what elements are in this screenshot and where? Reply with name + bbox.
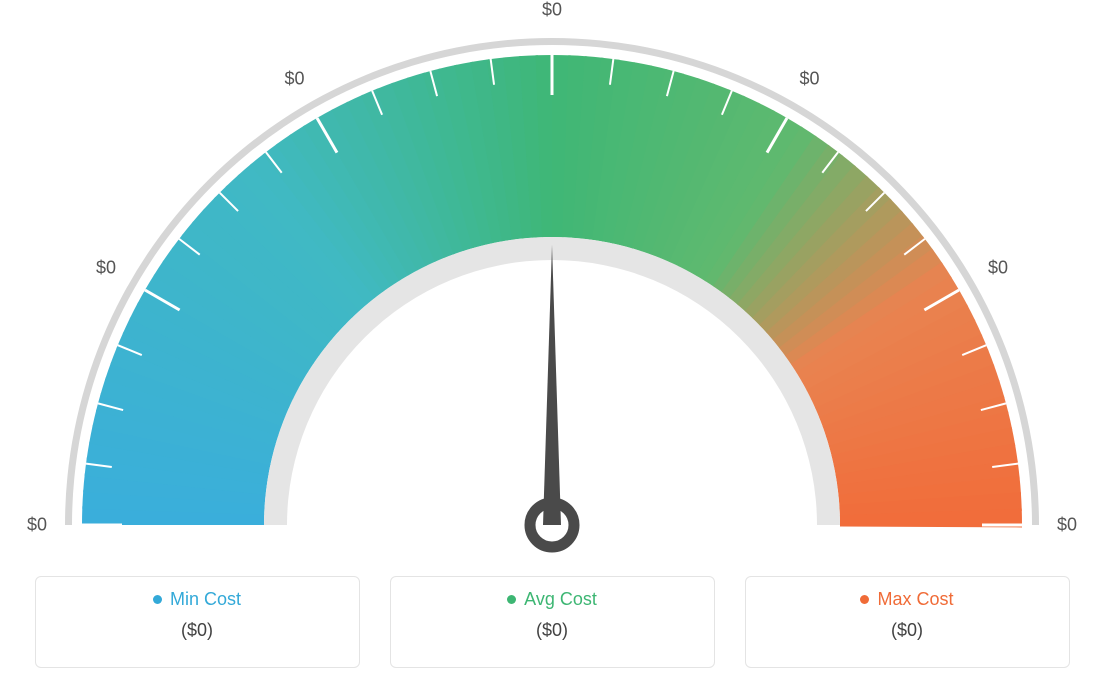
legend-value: ($0): [746, 620, 1069, 641]
gauge-tick-label: $0: [799, 68, 819, 89]
gauge-needle: [543, 245, 561, 525]
legend-card: Min Cost ($0): [35, 576, 360, 668]
legend-label-text: Avg Cost: [524, 589, 597, 610]
legend-label: Min Cost: [153, 589, 241, 610]
gauge-tick-label: $0: [542, 0, 562, 21]
legend-value: ($0): [36, 620, 359, 641]
gauge-tick-label: $0: [1057, 515, 1077, 536]
legend-bullet-icon: [153, 595, 162, 604]
legend-bullet-icon: [860, 595, 869, 604]
gauge-tick-label: $0: [284, 68, 304, 89]
legend-label-text: Max Cost: [877, 589, 953, 610]
cost-gauge-infographic: Min Cost ($0) Avg Cost ($0) Max Cost ($0) $0 $…: [0, 0, 1104, 690]
legend-label-text: Min Cost: [170, 589, 241, 610]
legend-card: Max Cost ($0): [745, 576, 1070, 668]
legend-label: Avg Cost: [507, 589, 597, 610]
legend-row: Min Cost ($0) Avg Cost ($0) Max Cost ($0): [0, 576, 1104, 668]
gauge-chart: [0, 0, 1104, 560]
gauge-tick-label: $0: [96, 257, 116, 278]
gauge-tick-label: $0: [988, 257, 1008, 278]
gauge-tick-label: $0: [27, 515, 47, 536]
gauge-svg: [0, 0, 1104, 560]
legend-bullet-icon: [507, 595, 516, 604]
legend-value: ($0): [391, 620, 714, 641]
legend-label: Max Cost: [860, 589, 953, 610]
legend-card: Avg Cost ($0): [390, 576, 715, 668]
